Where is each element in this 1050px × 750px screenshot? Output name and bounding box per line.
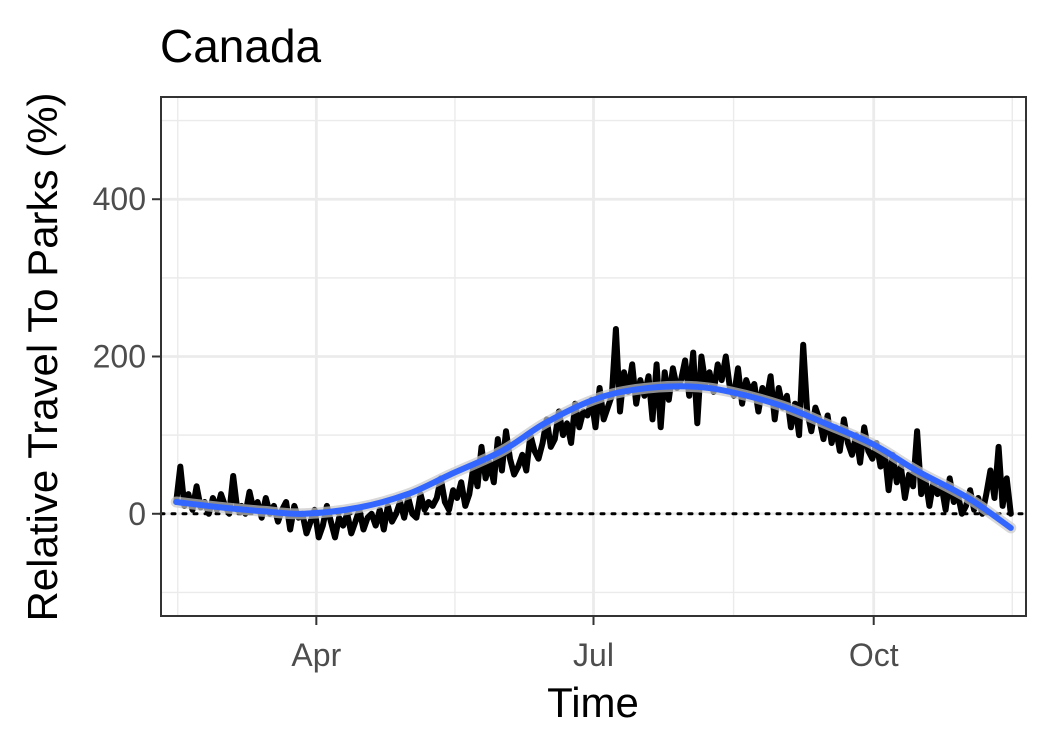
x-tick-label: Jul [573, 637, 614, 673]
smooth-trend-line [173, 383, 1014, 531]
grid [161, 97, 1026, 616]
y-tick-label: 0 [128, 496, 146, 532]
chart-title: Canada [160, 20, 322, 72]
axis-ticks: 0 200 400 Apr Jul Oct [93, 181, 899, 673]
series [170, 326, 1017, 541]
x-tick-label: Oct [849, 637, 899, 673]
y-tick-label: 200 [93, 339, 146, 375]
y-axis-title: Relative Travel To Parks (%) [19, 92, 66, 621]
y-tick-label: 400 [93, 181, 146, 217]
x-tick-label: Apr [291, 637, 341, 673]
x-axis-title: Time [547, 679, 639, 726]
